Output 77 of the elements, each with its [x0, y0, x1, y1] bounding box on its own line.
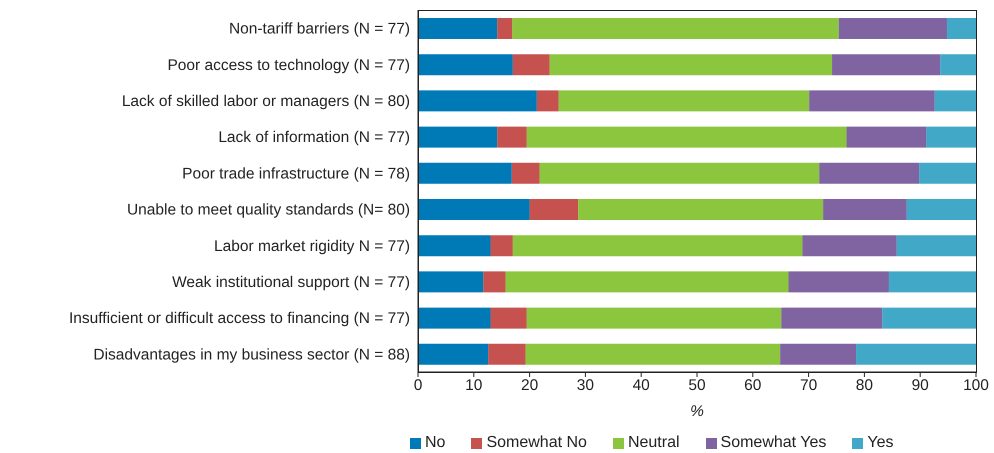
bar: [526, 308, 782, 329]
x-tick-label: 60: [744, 377, 762, 394]
bar: [919, 162, 976, 184]
bar: [512, 18, 839, 39]
bar: [418, 235, 491, 256]
bar: [418, 162, 512, 184]
y-tick-label: Lack of information (N = 77): [218, 129, 410, 146]
bar: [832, 54, 940, 76]
bar: [488, 344, 526, 365]
bar: [906, 199, 976, 220]
bar: [418, 271, 484, 292]
bar: [418, 344, 488, 365]
bar: [497, 126, 527, 148]
bar: [540, 162, 820, 184]
bar: [802, 235, 897, 256]
bar: [934, 90, 976, 112]
bar: [512, 54, 550, 76]
bar: [550, 54, 832, 76]
legend-label: Neutral: [628, 434, 680, 452]
bar: [809, 90, 935, 112]
bar: [530, 199, 578, 220]
bar: [526, 344, 780, 365]
legend-label: Yes: [867, 434, 894, 452]
bar: [823, 199, 907, 220]
y-tick-label: Unable to meet quality standards (N= 80): [126, 202, 410, 219]
bar: [512, 162, 540, 184]
bar: [512, 235, 802, 256]
bar: [888, 271, 976, 292]
legend-label: No: [425, 434, 446, 452]
y-tick-label: Lack of skilled labor or managers (N = 80): [122, 93, 410, 110]
bar: [780, 344, 856, 365]
bar: [846, 126, 926, 148]
y-tick-label: Disadvantages in my business sector (N = 88): [93, 346, 410, 364]
bar: [418, 54, 513, 76]
bar: [838, 18, 947, 39]
bar: [926, 126, 976, 148]
bar: [497, 18, 512, 39]
bar: [781, 308, 882, 329]
y-tick-label: Non-tariff barriers (N = 77): [228, 20, 410, 38]
bar: [856, 344, 976, 365]
bar: [896, 235, 976, 256]
bar: [940, 54, 976, 76]
bar: [490, 308, 527, 329]
x-tick-label: 90: [912, 377, 930, 394]
bar: [788, 271, 889, 292]
x-tick-label: 80: [856, 377, 874, 394]
bar: [483, 271, 506, 292]
bar: [506, 271, 789, 292]
x-axis-title: %: [690, 403, 704, 420]
bar: [526, 126, 847, 148]
x-tick-label: 70: [800, 377, 818, 394]
bar: [819, 162, 920, 184]
y-tick-label: Insufficient or difficult access to financing (N = 77): [68, 310, 410, 328]
y-tick-label: Weak institutional support (N = 77): [172, 274, 410, 292]
bar: [536, 90, 559, 112]
x-tick-label: 0: [414, 377, 423, 394]
bar: [578, 199, 824, 220]
x-tick-label: 40: [632, 377, 650, 394]
x-tick-label: 10: [465, 377, 483, 394]
x-tick-label: 100: [963, 377, 990, 394]
legend-label: Somewhat No: [486, 434, 587, 452]
bar: [882, 308, 976, 329]
y-tick-label: Poor access to technology (N = 77): [167, 56, 410, 74]
x-tick-label: 50: [688, 377, 706, 394]
bar: [946, 18, 976, 39]
legend-label: Somewhat Yes: [720, 434, 826, 452]
x-tick-label: 30: [576, 377, 594, 394]
bar: [418, 199, 530, 220]
bar: [418, 90, 537, 112]
bar: [418, 308, 491, 329]
bar: [558, 90, 810, 112]
bar: [418, 126, 498, 148]
x-tick-label: 20: [520, 377, 539, 394]
y-tick-label: Poor trade infrastructure (N = 78): [182, 165, 410, 182]
y-tick-label: Labor market rigidity N = 77): [214, 238, 410, 255]
bar: [490, 235, 513, 256]
bar: [418, 18, 498, 39]
